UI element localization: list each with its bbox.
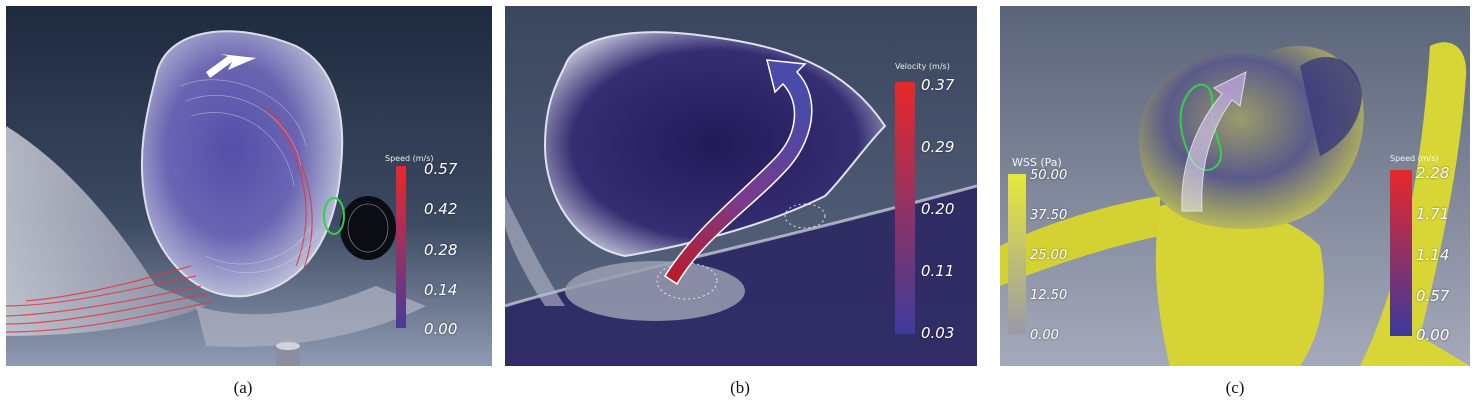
colorbar-title: Speed (m/s) (1390, 154, 1439, 163)
colorbar-tick: 1.14 (1416, 246, 1449, 264)
aneurysm-sac (142, 31, 342, 296)
colorbar-velocity-b: Velocity (m/s) 0.37 0.29 0.20 0.11 0.03 (893, 62, 977, 352)
colorbar-tick: 0.11 (921, 262, 954, 280)
colorbar-tick: 0.00 (1416, 326, 1449, 344)
colorbar-gradient (1008, 174, 1026, 334)
colorbar-tick: 37.50 (1030, 208, 1067, 223)
colorbar-tick: 0.03 (921, 324, 954, 342)
caption-c: (c) (1205, 378, 1265, 398)
colorbar-tick: 0.57 (1416, 287, 1449, 305)
colorbar-tick: 0.00 (1030, 328, 1059, 343)
colorbar-gradient (396, 166, 406, 328)
colorbar-tick: 0.28 (424, 241, 457, 259)
colorbar-tick: 1.71 (1416, 205, 1449, 223)
colorbar-tick: 0.14 (424, 281, 457, 299)
colorbar-gradient (895, 82, 915, 334)
colorbar-tick: 0.42 (424, 200, 457, 218)
colorbar-tick: 0.00 (424, 320, 457, 338)
panel-a-aneurysm-streamlines: Speed (m/s) 0.57 0.42 0.28 0.14 0.00 (6, 6, 492, 366)
colorbar-speed-a: Speed (m/s) 0.57 0.42 0.28 0.14 0.00 (382, 154, 492, 339)
colorbar-tick: 0.20 (921, 200, 954, 218)
colorbar-tick: 0.37 (921, 76, 954, 94)
colorbar-speed-c: Speed (m/s) 2.28 1.71 1.14 0.57 0.00 (1386, 154, 1470, 354)
colorbar-tick: 25.00 (1030, 248, 1067, 263)
caption-a: (a) (213, 378, 273, 398)
colorbar-tick: 2.28 (1416, 164, 1449, 182)
colorbar-title: Velocity (m/s) (895, 62, 950, 71)
panel-b-aneurysm-velocity: Velocity (m/s) 0.37 0.29 0.20 0.11 0.03 (505, 6, 977, 366)
colorbar-tick: 0.29 (921, 138, 954, 156)
colorbar-tick: 50.00 (1030, 168, 1067, 183)
colorbar-tick: 12.50 (1030, 288, 1067, 303)
caption-b: (b) (710, 378, 770, 398)
colorbar-tick: 0.57 (424, 160, 457, 178)
colorbar-wss: WSS (Pa) 50.00 37.50 25.00 12.50 0.00 (1004, 156, 1094, 356)
colorbar-gradient (1390, 170, 1412, 336)
panel-c-aneurysm-wss: WSS (Pa) 50.00 37.50 25.00 12.50 0.00 Sp… (1000, 6, 1470, 366)
